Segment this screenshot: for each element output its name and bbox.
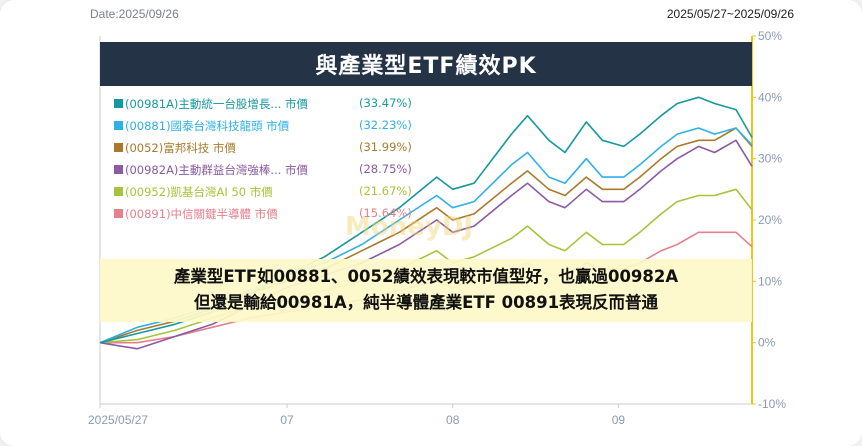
legend-item: (00952)凱基台灣AI 50 市價 (21.67%) [114,182,434,204]
x-tick-label: 07 [280,413,294,427]
y-tick-label: -10% [758,397,786,411]
legend-series-name: (00981A)主動統一台股增長... 市價 [125,97,309,111]
legend-series-value: (21.67%) [359,184,412,198]
y-tick-label: 40% [758,90,782,104]
chart-title: 與產業型ETF績效PK [315,54,537,79]
y-tick-label: 0% [758,336,776,350]
legend-swatch [114,187,123,196]
y-tick-label: 50% [758,29,782,43]
legend-series-value: (32.23%) [359,118,412,132]
legend-swatch [114,209,123,218]
legend-series-value: (33.47%) [359,96,412,110]
legend-item: (00981A)主動統一台股增長... 市價 (33.47%) [114,94,434,116]
caption-line-2: 但還是輸給00981A，純半導體產業ETF 00891表現反而普通 [193,293,659,312]
watermark: MoneyDJ [345,212,474,242]
legend-swatch [114,99,123,108]
caption-box: 產業型ETF如00881、0052績效表現較市值型好，也贏過00982A 但還是… [100,259,752,322]
date-label: Date:2025/09/26 [90,7,179,21]
legend-item: (00982A)主動群益台灣強棒... 市價 (28.75%) [114,160,434,182]
legend-series-name: (00881)國泰台灣科技龍頭 市價 [125,119,290,133]
legend-item: (0052)富邦科技 市價 (31.99%) [114,138,434,160]
x-tick-label: 08 [446,413,460,427]
y-tick-label: 30% [758,152,782,166]
legend-series-name: (0052)富邦科技 市價 [125,141,236,155]
legend-series-name: (00952)凱基台灣AI 50 市價 [125,185,273,199]
legend-item: (00891)中信關鍵半導體 市價 (15.64%) [114,204,434,226]
legend-series-value: (31.99%) [359,140,412,154]
y-tick-label: 10% [758,274,782,288]
legend-swatch [114,121,123,130]
date-range-label: 2025/05/27~2025/09/26 [666,7,794,21]
legend-series-name: (00891)中信關鍵半導體 市價 [125,207,278,221]
legend-swatch [114,143,123,152]
legend-series-value: (15.64%) [359,206,412,220]
legend-swatch [114,165,123,174]
y-tick-label: 20% [758,213,782,227]
legend-series-name: (00982A)主動群益台灣強棒... 市價 [125,163,309,177]
x-tick-label: 09 [612,413,626,427]
caption-line-1: 產業型ETF如00881、0052績效表現較市值型好，也贏過00982A [173,267,679,286]
x-tick-label: 2025/05/27 [88,413,148,427]
legend: (00981A)主動統一台股增長... 市價 (33.47%) (00881)國泰台… [114,94,434,226]
legend-series-value: (28.75%) [359,162,412,176]
legend-item: (00881)國泰台灣科技龍頭 市價 (32.23%) [114,116,434,138]
title-banner: 與產業型ETF績效PK [100,42,752,86]
